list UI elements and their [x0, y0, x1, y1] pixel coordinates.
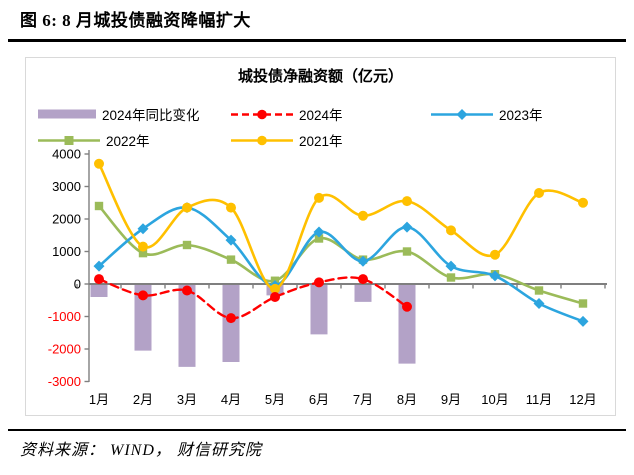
x-tick-label: 6月 — [309, 392, 329, 407]
y-tick-label: 4000 — [52, 147, 81, 162]
legend-label: 2024年同比变化 — [102, 108, 200, 123]
legend-line-circle-icon — [231, 135, 293, 145]
x-tick-label: 12月 — [569, 392, 596, 407]
y-tick-label: 3000 — [52, 179, 81, 194]
marker-circle — [94, 274, 104, 285]
axes — [76, 150, 607, 383]
y-tick-label: 0 — [74, 277, 81, 292]
marker-circle — [358, 274, 368, 285]
legend-item-2021: 2021年 — [231, 130, 431, 150]
chart-legend: 2024年同比变化 2024年 2023年 — [38, 104, 611, 150]
marker-square — [402, 247, 412, 256]
line-2021年 — [94, 158, 588, 294]
marker-circle — [270, 292, 280, 302]
legend-line-square-icon — [38, 135, 100, 145]
marker-diamond — [445, 260, 457, 272]
x-tick-label: 8月 — [397, 392, 417, 407]
x-tick-label: 1月 — [89, 392, 109, 407]
chart-title: 城投债净融资额（亿元） — [237, 68, 403, 85]
bar — [134, 284, 152, 351]
x-tick-label: 9月 — [441, 392, 461, 407]
legend-item-2024: 2024年 — [231, 104, 431, 124]
y-tick-label: 2000 — [52, 212, 81, 227]
marker-square — [578, 299, 588, 308]
bar — [90, 284, 108, 297]
marker-circle — [534, 188, 544, 198]
marker-circle — [446, 225, 456, 236]
bar — [354, 284, 372, 302]
marker-circle — [182, 285, 192, 296]
marker-square — [138, 248, 148, 258]
legend-line-diamond-icon — [431, 108, 493, 120]
marker-diamond — [137, 223, 149, 235]
legend-label: 2021年 — [299, 134, 343, 149]
marker-circle — [226, 202, 236, 213]
marker-circle — [314, 277, 324, 288]
marker-diamond — [401, 221, 413, 233]
legend-item-2023: 2023年 — [431, 104, 611, 124]
y-axis-labels: 4000 3000 2000 1000 0 -1000 -2000 -3000 — [48, 147, 81, 390]
marker-square — [226, 255, 236, 264]
x-axis-labels: 1月 2月 3月 4月 5月 6月 7月 8月 9月 10月 11月 12月 — [89, 392, 597, 407]
source-note: 资料来源： WIND， 财信研究院 — [20, 442, 262, 459]
legend-label: 2022年 — [106, 134, 150, 149]
marker-circle — [402, 196, 412, 207]
y-tick-label: 1000 — [52, 244, 81, 259]
marker-square — [446, 273, 456, 282]
x-tick-label: 11月 — [526, 392, 553, 407]
marker-circle — [578, 197, 588, 208]
y-tick-label: -1000 — [48, 309, 81, 324]
marker-circle — [138, 241, 148, 252]
x-tick-label: 3月 — [177, 392, 197, 407]
marker-circle — [358, 210, 368, 221]
marker-circle — [490, 249, 500, 260]
plot-svg: 4000 3000 2000 1000 0 -1000 -2000 -3000 1月 2月 3月 4月… — [48, 147, 607, 407]
marker-diamond — [225, 234, 237, 246]
bar — [178, 284, 196, 367]
marker-diamond — [533, 298, 545, 309]
marker-circle — [138, 290, 148, 301]
marker-square — [314, 234, 324, 243]
marker-circle — [226, 313, 236, 324]
marker-diamond — [577, 315, 589, 327]
marker-square — [94, 201, 104, 211]
marker-circle — [94, 158, 104, 169]
footer-divider — [8, 429, 626, 431]
marker-diamond — [93, 260, 105, 272]
x-tick-label: 2月 — [133, 392, 153, 407]
bar — [398, 284, 416, 364]
legend-item-2024-yoy: 2024年同比变化 — [38, 104, 231, 124]
marker-circle — [402, 301, 412, 312]
x-tick-label: 5月 — [265, 392, 285, 407]
x-tick-label: 7月 — [353, 392, 373, 407]
legend-label: 2024年 — [299, 108, 343, 123]
legend-item-2022: 2022年 — [38, 130, 231, 150]
bar — [310, 284, 328, 335]
figure-title: 图 6: 8 月城投债融资降幅扩大 — [20, 11, 251, 30]
legend-dashed-line-icon — [231, 109, 293, 119]
line-2024年 — [94, 274, 412, 324]
y-tick-label: -3000 — [48, 374, 81, 389]
marker-circle — [270, 283, 280, 294]
marker-circle — [314, 192, 324, 203]
marker-diamond — [489, 270, 501, 282]
marker-circle — [182, 202, 192, 213]
legend-bar-swatch-icon — [38, 109, 96, 119]
marker-square — [534, 286, 544, 295]
x-tick-label: 4月 — [221, 392, 241, 407]
line-2023年 — [93, 202, 589, 327]
marker-diamond — [313, 226, 325, 238]
marker-diamond — [357, 255, 369, 267]
y-tick-label: -2000 — [48, 342, 81, 357]
legend-label: 2023年 — [499, 108, 543, 123]
x-tick-label: 10月 — [481, 392, 508, 407]
marker-square — [182, 240, 192, 250]
chart-panel: 城投债净融资额（亿元） 2024年同比变化 2024年 — [25, 57, 616, 416]
title-divider — [8, 39, 626, 42]
